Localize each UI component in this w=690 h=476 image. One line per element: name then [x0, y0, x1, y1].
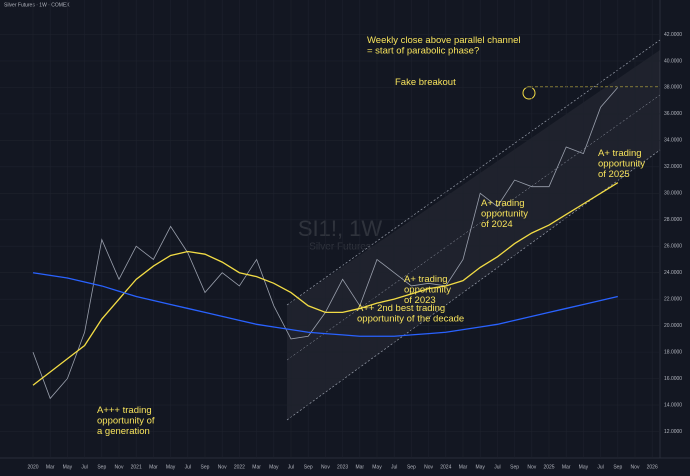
- y-tick-label: 16.0000: [664, 376, 682, 382]
- x-tick-label: Mar: [149, 464, 158, 470]
- y-tick-label: 32.0000: [664, 164, 682, 170]
- annotation-line: A+ trading: [598, 148, 642, 159]
- annotation-line: A+++ trading: [97, 405, 152, 416]
- annotation: A++ 2nd best trading opportunity of the d…: [357, 303, 464, 325]
- x-tick-label: Jul: [288, 464, 294, 470]
- x-tick-label: Mar: [459, 464, 468, 470]
- y-tick-label: 12.0000: [664, 429, 682, 435]
- x-tick-label: Nov: [115, 464, 124, 470]
- annotation: Fake breakout: [395, 77, 456, 88]
- y-tick-label: 34.0000: [664, 138, 682, 144]
- channel-fill: [287, 50, 660, 420]
- annotation-line: Fake breakout: [395, 77, 456, 88]
- annotation-line: opportunity of the decade: [357, 313, 464, 324]
- x-tick-label: 2022: [234, 464, 245, 470]
- annotation-line: A++ 2nd best trading: [357, 303, 445, 314]
- x-tick-label: May: [269, 464, 279, 470]
- y-tick-label: 36.0000: [664, 111, 682, 117]
- y-tick-label: 26.0000: [664, 244, 682, 250]
- y-tick-label: 20.0000: [664, 323, 682, 329]
- y-tick-label: 38.0000: [664, 85, 682, 91]
- annotation: A+++ trading opportunity of a generation: [97, 405, 155, 437]
- x-tick-label: Nov: [631, 464, 640, 470]
- x-tick-label: 2025: [543, 464, 554, 470]
- annotation-line: of 2025: [598, 169, 630, 180]
- breakout-circle: [522, 86, 536, 100]
- x-tick-label: Nov: [218, 464, 227, 470]
- header: Silver Futures · 1W · COMEX: [4, 2, 70, 8]
- channel-bottom: [286, 149, 661, 421]
- x-tick-label: Jul: [494, 464, 500, 470]
- channel-top: [286, 39, 661, 306]
- y-tick-label: 22.0000: [664, 297, 682, 303]
- watermark-subtitle: Silver Futures: [309, 242, 371, 253]
- x-tick-label: Mar: [46, 464, 55, 470]
- y-tick-label: 18.0000: [664, 349, 682, 355]
- y-tick-label: 40.0000: [664, 58, 682, 64]
- y-tick-label: 28.0000: [664, 217, 682, 223]
- annotation: Weekly close above parallel channel = sta…: [367, 35, 521, 57]
- x-tick-label: May: [166, 464, 176, 470]
- x-tick-label: Mar: [355, 464, 364, 470]
- annotation-line: A+ trading: [404, 274, 448, 285]
- annotation-line: of 2023: [404, 295, 436, 306]
- x-tick-label: 2026: [647, 464, 658, 470]
- x-tick-label: Sep: [201, 464, 210, 470]
- series-line: [32, 182, 619, 386]
- x-tick-label: Nov: [527, 464, 536, 470]
- x-tick-label: Jul: [391, 464, 397, 470]
- x-tick-label: 2024: [440, 464, 451, 470]
- x-tick-label: Sep: [304, 464, 313, 470]
- annotation-line: A+ trading: [481, 198, 525, 209]
- annotation-line: opportunity: [598, 158, 645, 169]
- x-tick-label: Sep: [613, 464, 622, 470]
- annotation-line: a generation: [97, 426, 150, 437]
- x-tick-label: May: [579, 464, 589, 470]
- annotation: A+ trading opportunity of 2023: [404, 274, 451, 306]
- x-tick-label: Nov: [424, 464, 433, 470]
- annotation-line: opportunity: [404, 284, 451, 295]
- annotation: A+ trading opportunity of 2024: [481, 198, 528, 230]
- series-line: [32, 272, 618, 337]
- x-tick-label: Sep: [407, 464, 416, 470]
- x-tick-label: Jul: [185, 464, 191, 470]
- x-tick-label: 2023: [337, 464, 348, 470]
- x-tick-label: Nov: [321, 464, 330, 470]
- x-tick-label: May: [63, 464, 73, 470]
- x-tick-label: Sep: [510, 464, 519, 470]
- y-tick-label: 42.0000: [664, 32, 682, 38]
- y-tick-label: 14.0000: [664, 402, 682, 408]
- annotation-line: opportunity: [481, 208, 528, 219]
- x-tick-label: Jul: [81, 464, 87, 470]
- annotation: A+ trading opportunity of 2025: [598, 148, 645, 180]
- x-tick-label: Mar: [252, 464, 261, 470]
- y-tick-label: 30.0000: [664, 191, 682, 197]
- x-tick-label: Jul: [597, 464, 603, 470]
- x-tick-label: 2020: [27, 464, 38, 470]
- x-tick-label: 2021: [131, 464, 142, 470]
- x-tick-label: May: [372, 464, 382, 470]
- y-tick-label: 24.0000: [664, 270, 682, 276]
- channel-mid: [286, 94, 661, 361]
- annotation-line: opportunity of: [97, 415, 155, 426]
- annotation-line: = start of parabolic phase?: [367, 45, 479, 56]
- x-tick-label: May: [475, 464, 485, 470]
- x-tick-label: Sep: [97, 464, 106, 470]
- annotation-line: of 2024: [481, 219, 513, 230]
- x-tick-label: Mar: [562, 464, 571, 470]
- annotation-line: Weekly close above parallel channel: [367, 35, 521, 46]
